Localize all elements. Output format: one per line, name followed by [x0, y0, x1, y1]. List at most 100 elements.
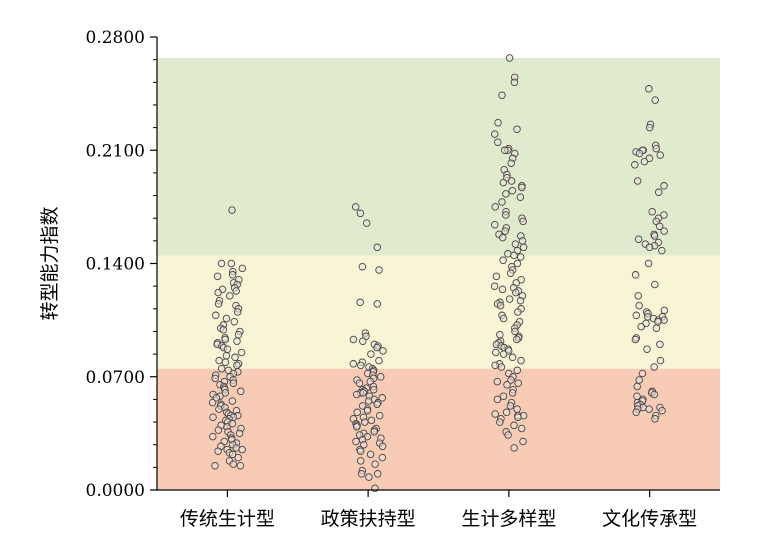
data-point	[373, 400, 381, 409]
data-point	[631, 271, 640, 279]
data-point	[508, 186, 517, 195]
data-point	[496, 301, 505, 310]
x-ticks: 传统生计型 政策扶持型 生计多样型 文化传承型	[180, 490, 697, 530]
data-point	[513, 366, 522, 375]
data-point	[212, 394, 221, 402]
data-point	[228, 271, 237, 279]
data-point	[237, 348, 246, 357]
data-point	[494, 118, 502, 127]
data-point	[518, 183, 526, 192]
data-point	[510, 251, 518, 260]
data-point	[360, 440, 368, 449]
y-ticks: 0.0000 0.0700 0.1400 0.2100 0.2800	[86, 28, 157, 501]
data-point	[232, 287, 240, 295]
background-bands	[157, 58, 720, 490]
x-tick-label: 政策扶持型	[321, 508, 416, 530]
data-point	[645, 405, 653, 413]
data-point	[651, 415, 659, 423]
data-point	[499, 350, 508, 358]
data-point	[645, 85, 653, 93]
data-point	[502, 190, 510, 198]
data-point	[504, 250, 512, 258]
data-point	[514, 379, 522, 387]
data-point	[513, 125, 521, 133]
data-point	[357, 470, 366, 478]
data-point	[375, 411, 384, 420]
data-point	[510, 444, 518, 452]
data-point	[375, 266, 383, 274]
data-point	[376, 373, 385, 381]
data-point	[236, 387, 245, 396]
data-point	[238, 264, 247, 273]
data-point	[379, 347, 387, 355]
data-point	[378, 453, 387, 462]
data-point	[215, 356, 223, 365]
data-point	[658, 406, 666, 415]
data-point	[507, 159, 515, 167]
data-point	[217, 364, 226, 373]
data-point	[211, 461, 219, 470]
data-point	[214, 447, 222, 455]
data-point	[230, 317, 239, 326]
data-point	[215, 405, 223, 413]
data-point	[501, 146, 509, 155]
data-point	[491, 130, 499, 138]
data-point	[211, 374, 219, 383]
data-point	[373, 470, 382, 478]
data-point	[656, 356, 665, 365]
band-1	[157, 255, 720, 369]
data-point	[505, 54, 514, 62]
data-point	[356, 298, 364, 307]
data-point	[651, 280, 659, 289]
data-point	[352, 437, 360, 446]
data-point	[352, 390, 361, 399]
data-point	[635, 376, 643, 384]
data-point	[507, 376, 515, 384]
data-point	[217, 259, 226, 268]
data-point	[492, 272, 501, 281]
data-point	[505, 295, 514, 303]
data-point	[654, 317, 662, 326]
data-point	[229, 379, 238, 387]
data-point	[375, 356, 383, 365]
data-point	[234, 330, 243, 339]
data-point	[508, 353, 517, 362]
data-point	[514, 308, 522, 316]
data-point	[635, 301, 643, 310]
data-point	[369, 385, 378, 394]
data-point	[229, 460, 237, 468]
data-point	[632, 311, 641, 320]
data-point	[644, 259, 653, 268]
data-point	[214, 300, 223, 308]
data-point	[638, 369, 647, 378]
data-point	[234, 453, 242, 462]
data-point	[652, 324, 661, 332]
data-point	[222, 351, 231, 360]
data-point	[645, 123, 654, 132]
data-point	[506, 269, 515, 277]
data-point	[356, 447, 365, 455]
data-point	[645, 154, 654, 163]
data-point	[238, 445, 246, 454]
data-point	[373, 343, 381, 352]
data-point	[650, 232, 659, 240]
band-0	[157, 368, 720, 490]
data-point	[493, 395, 502, 404]
data-point	[658, 246, 666, 255]
data-point	[499, 314, 508, 323]
data-point	[378, 442, 387, 451]
y-axis-title: 转型能力指数	[39, 206, 61, 320]
data-point	[637, 322, 645, 331]
data-point	[213, 272, 222, 281]
data-point	[222, 314, 231, 323]
data-point	[209, 432, 217, 441]
data-point	[502, 211, 510, 219]
data-point	[235, 429, 244, 438]
data-point	[214, 288, 222, 297]
data-point	[359, 389, 367, 397]
data-point	[499, 256, 507, 265]
data-point	[221, 389, 230, 397]
data-point	[517, 424, 526, 433]
data-point	[362, 219, 371, 227]
